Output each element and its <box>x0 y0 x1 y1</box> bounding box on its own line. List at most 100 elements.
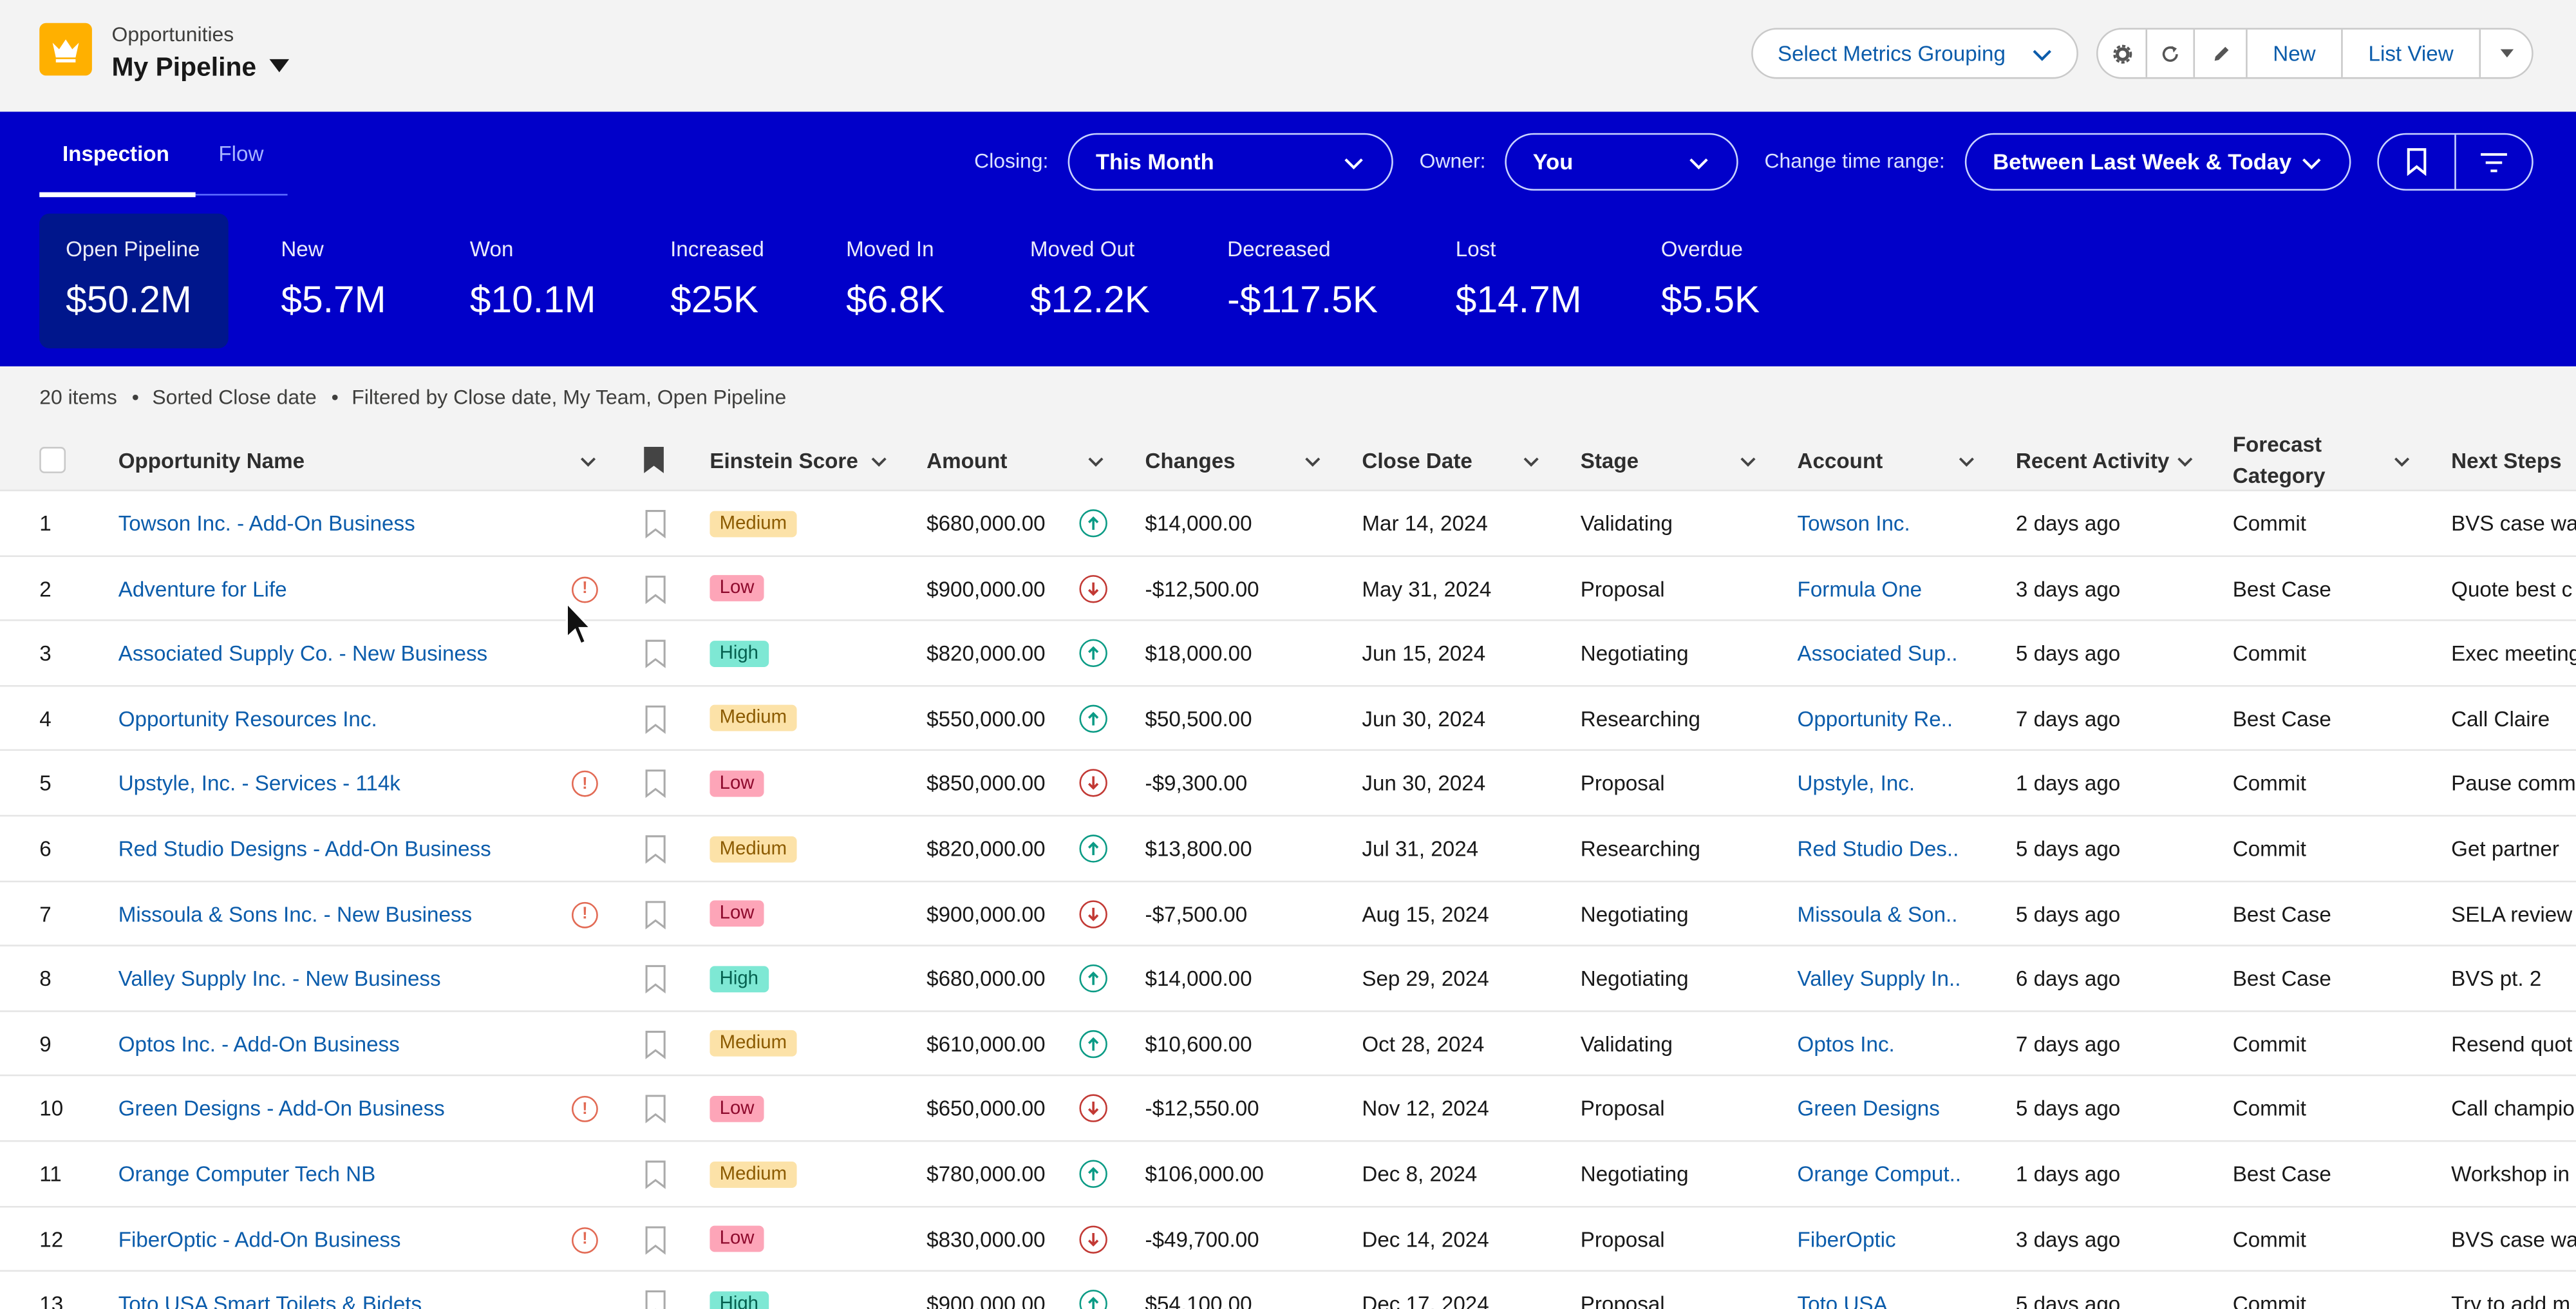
closing-select[interactable]: This Month <box>1067 133 1393 191</box>
account-link[interactable]: Optos Inc. <box>1797 1031 1895 1057</box>
bookmark-icon[interactable] <box>644 1095 667 1124</box>
account-link[interactable]: Red Studio Des.. <box>1797 836 1959 862</box>
warning-icon[interactable]: ! <box>571 901 598 928</box>
chevron-down-icon[interactable] <box>2392 452 2412 472</box>
warning-icon[interactable]: ! <box>571 1096 598 1123</box>
metric-won[interactable]: Won $10.1M <box>444 214 625 348</box>
column-header-recent-activity[interactable]: Recent Activity <box>2016 429 2169 491</box>
account-link[interactable]: Green Designs <box>1797 1096 1940 1122</box>
tab-inspection[interactable]: Inspection <box>62 141 169 166</box>
metric-overdue[interactable]: Overdue $5.5K <box>1635 214 1799 348</box>
column-header-amount[interactable]: Amount <box>926 429 1007 491</box>
chevron-down-icon[interactable] <box>869 452 889 472</box>
bookmark-icon[interactable] <box>644 965 667 994</box>
opportunity-name-link[interactable]: Orange Computer Tech NB <box>118 1162 376 1187</box>
table-row[interactable]: 11 Orange Computer Tech NB Medium $780,000.… <box>0 1142 2576 1207</box>
bookmark-icon[interactable] <box>644 1225 667 1255</box>
time-range-select[interactable]: Between Last Week & Today <box>1964 133 2351 191</box>
column-header-opportunity-name[interactable]: Opportunity Name <box>118 429 305 491</box>
table-row[interactable]: 6 Red Studio Designs - Add-On Business Med… <box>0 816 2576 882</box>
column-header-next-steps[interactable]: Next Steps <box>2451 429 2561 491</box>
account-link[interactable]: Formula One <box>1797 576 1923 601</box>
opportunity-name-link[interactable]: Green Designs - Add-On Business <box>118 1096 445 1122</box>
tab-flow[interactable]: Flow <box>218 141 264 166</box>
chevron-down-icon[interactable] <box>1738 452 1758 472</box>
new-button[interactable]: New <box>2248 29 2343 77</box>
bookmark-icon[interactable] <box>644 704 667 734</box>
metric-decreased[interactable]: Decreased -$117.5K <box>1201 214 1415 348</box>
account-link[interactable]: Associated Sup.. <box>1797 641 1958 666</box>
opportunity-name-link[interactable]: Opportunity Resources Inc. <box>118 706 377 731</box>
bookmark-icon[interactable] <box>644 1160 667 1190</box>
bookmark-icon[interactable] <box>644 769 667 799</box>
opportunity-name-link[interactable]: FiberOptic - Add-On Business <box>118 1227 401 1252</box>
bookmark-icon[interactable] <box>644 899 667 929</box>
account-link[interactable]: FiberOptic <box>1797 1227 1896 1252</box>
bookmark-filled-icon[interactable] <box>643 446 666 475</box>
column-header-forecast-category[interactable]: Forecast Category <box>2233 429 2326 491</box>
table-row[interactable]: 7 Missoula & Sons Inc. - New Business! Low… <box>0 881 2576 947</box>
table-row[interactable]: 10 Green Designs - Add-On Business! Low $65… <box>0 1077 2576 1142</box>
metric-moved-in[interactable]: Moved In $6.8K <box>820 214 984 348</box>
warning-icon[interactable]: ! <box>571 771 598 798</box>
table-row[interactable]: 9 Optos Inc. - Add-On Business Medium $610,… <box>0 1012 2576 1077</box>
opportunity-name-link[interactable]: Towson Inc. - Add-On Business <box>118 511 415 536</box>
table-row[interactable]: 4 Opportunity Resources Inc. Medium $550,00… <box>0 686 2576 752</box>
list-view-name[interactable]: My Pipeline <box>111 54 257 82</box>
bookmark-icon[interactable] <box>644 639 667 669</box>
settings-button[interactable] <box>2098 29 2148 77</box>
chevron-down-icon[interactable] <box>1086 452 1106 472</box>
opportunity-name-link[interactable]: Valley Supply Inc. - New Business <box>118 966 441 992</box>
metric-open-pipeline[interactable]: Open Pipeline $50.2M <box>39 213 229 348</box>
bookmark-icon[interactable] <box>644 1030 667 1059</box>
warning-icon[interactable]: ! <box>571 576 598 603</box>
owner-select[interactable]: You <box>1505 133 1738 191</box>
select-metrics-grouping-button[interactable]: Select Metrics Grouping <box>1751 28 2078 79</box>
chevron-down-icon[interactable] <box>1302 452 1322 472</box>
metric-moved-out[interactable]: Moved Out $12.2K <box>1004 214 1185 348</box>
table-row[interactable]: 8 Valley Supply Inc. - New Business High $6… <box>0 946 2576 1012</box>
opportunity-name-link[interactable]: Red Studio Designs - Add-On Business <box>118 836 491 862</box>
table-row[interactable]: 13 Toto USA Smart Toilets & Bidets High $90… <box>0 1272 2576 1309</box>
table-row[interactable]: 1 Towson Inc. - Add-On Business Medium $680… <box>0 491 2576 556</box>
chevron-down-icon[interactable] <box>2175 452 2195 472</box>
opportunity-name-link[interactable]: Upstyle, Inc. - Services - 114k <box>118 771 400 796</box>
more-actions-button[interactable] <box>2481 30 2532 77</box>
opportunity-name-link[interactable]: Adventure for Life <box>118 576 287 601</box>
table-row[interactable]: 3 Associated Supply Co. - New Business Hig… <box>0 621 2576 687</box>
table-row[interactable]: 12 FiberOptic - Add-On Business! Low $830,0… <box>0 1207 2576 1272</box>
column-header-close-date[interactable]: Close Date <box>1362 429 1472 491</box>
select-all-checkbox[interactable] <box>39 447 66 473</box>
metric-lost[interactable]: Lost $14.7M <box>1429 214 1610 348</box>
account-link[interactable]: Missoula & Son.. <box>1797 901 1958 927</box>
chevron-down-icon[interactable] <box>1521 452 1541 472</box>
column-header-stage[interactable]: Stage <box>1581 429 1639 491</box>
opportunity-name-link[interactable]: Missoula & Sons Inc. - New Business <box>118 901 473 927</box>
bookmark-icon[interactable] <box>644 509 667 539</box>
list-view-button[interactable]: List View <box>2343 29 2481 77</box>
bookmark-icon[interactable] <box>644 834 667 864</box>
opportunity-name-link[interactable]: Associated Supply Co. - New Business <box>118 641 488 666</box>
chevron-down-icon[interactable] <box>578 452 598 472</box>
refresh-button[interactable] <box>2147 29 2195 77</box>
bookmark-icon[interactable] <box>644 574 667 604</box>
account-link[interactable]: Toto USA <box>1797 1292 1888 1309</box>
table-row[interactable]: 5 Upstyle, Inc. - Services - 114k! Low $850… <box>0 751 2576 817</box>
column-header-changes[interactable]: Changes <box>1145 429 1236 491</box>
account-link[interactable]: Towson Inc. <box>1797 511 1910 536</box>
account-link[interactable]: Valley Supply In.. <box>1797 966 1961 992</box>
metric-increased[interactable]: Increased $25K <box>644 214 800 348</box>
edit-button[interactable] <box>2195 29 2248 77</box>
account-link[interactable]: Orange Comput.. <box>1797 1162 1962 1187</box>
bookmark-button[interactable] <box>2379 135 2456 189</box>
account-link[interactable]: Opportunity Re.. <box>1797 706 1953 731</box>
opportunity-name-link[interactable]: Toto USA Smart Toilets & Bidets <box>118 1292 422 1309</box>
table-row[interactable]: 2 Adventure for Life! Low $900,000.00 -$12,5… <box>0 556 2576 622</box>
warning-icon[interactable]: ! <box>571 1227 598 1253</box>
filter-button[interactable] <box>2456 135 2532 189</box>
list-view-caret-icon[interactable] <box>269 59 290 73</box>
metric-new[interactable]: New $5.7M <box>255 214 419 348</box>
column-header-account[interactable]: Account <box>1798 429 1883 491</box>
opportunity-name-link[interactable]: Optos Inc. - Add-On Business <box>118 1031 400 1057</box>
column-header-einstein-score[interactable]: Einstein Score <box>710 429 858 491</box>
